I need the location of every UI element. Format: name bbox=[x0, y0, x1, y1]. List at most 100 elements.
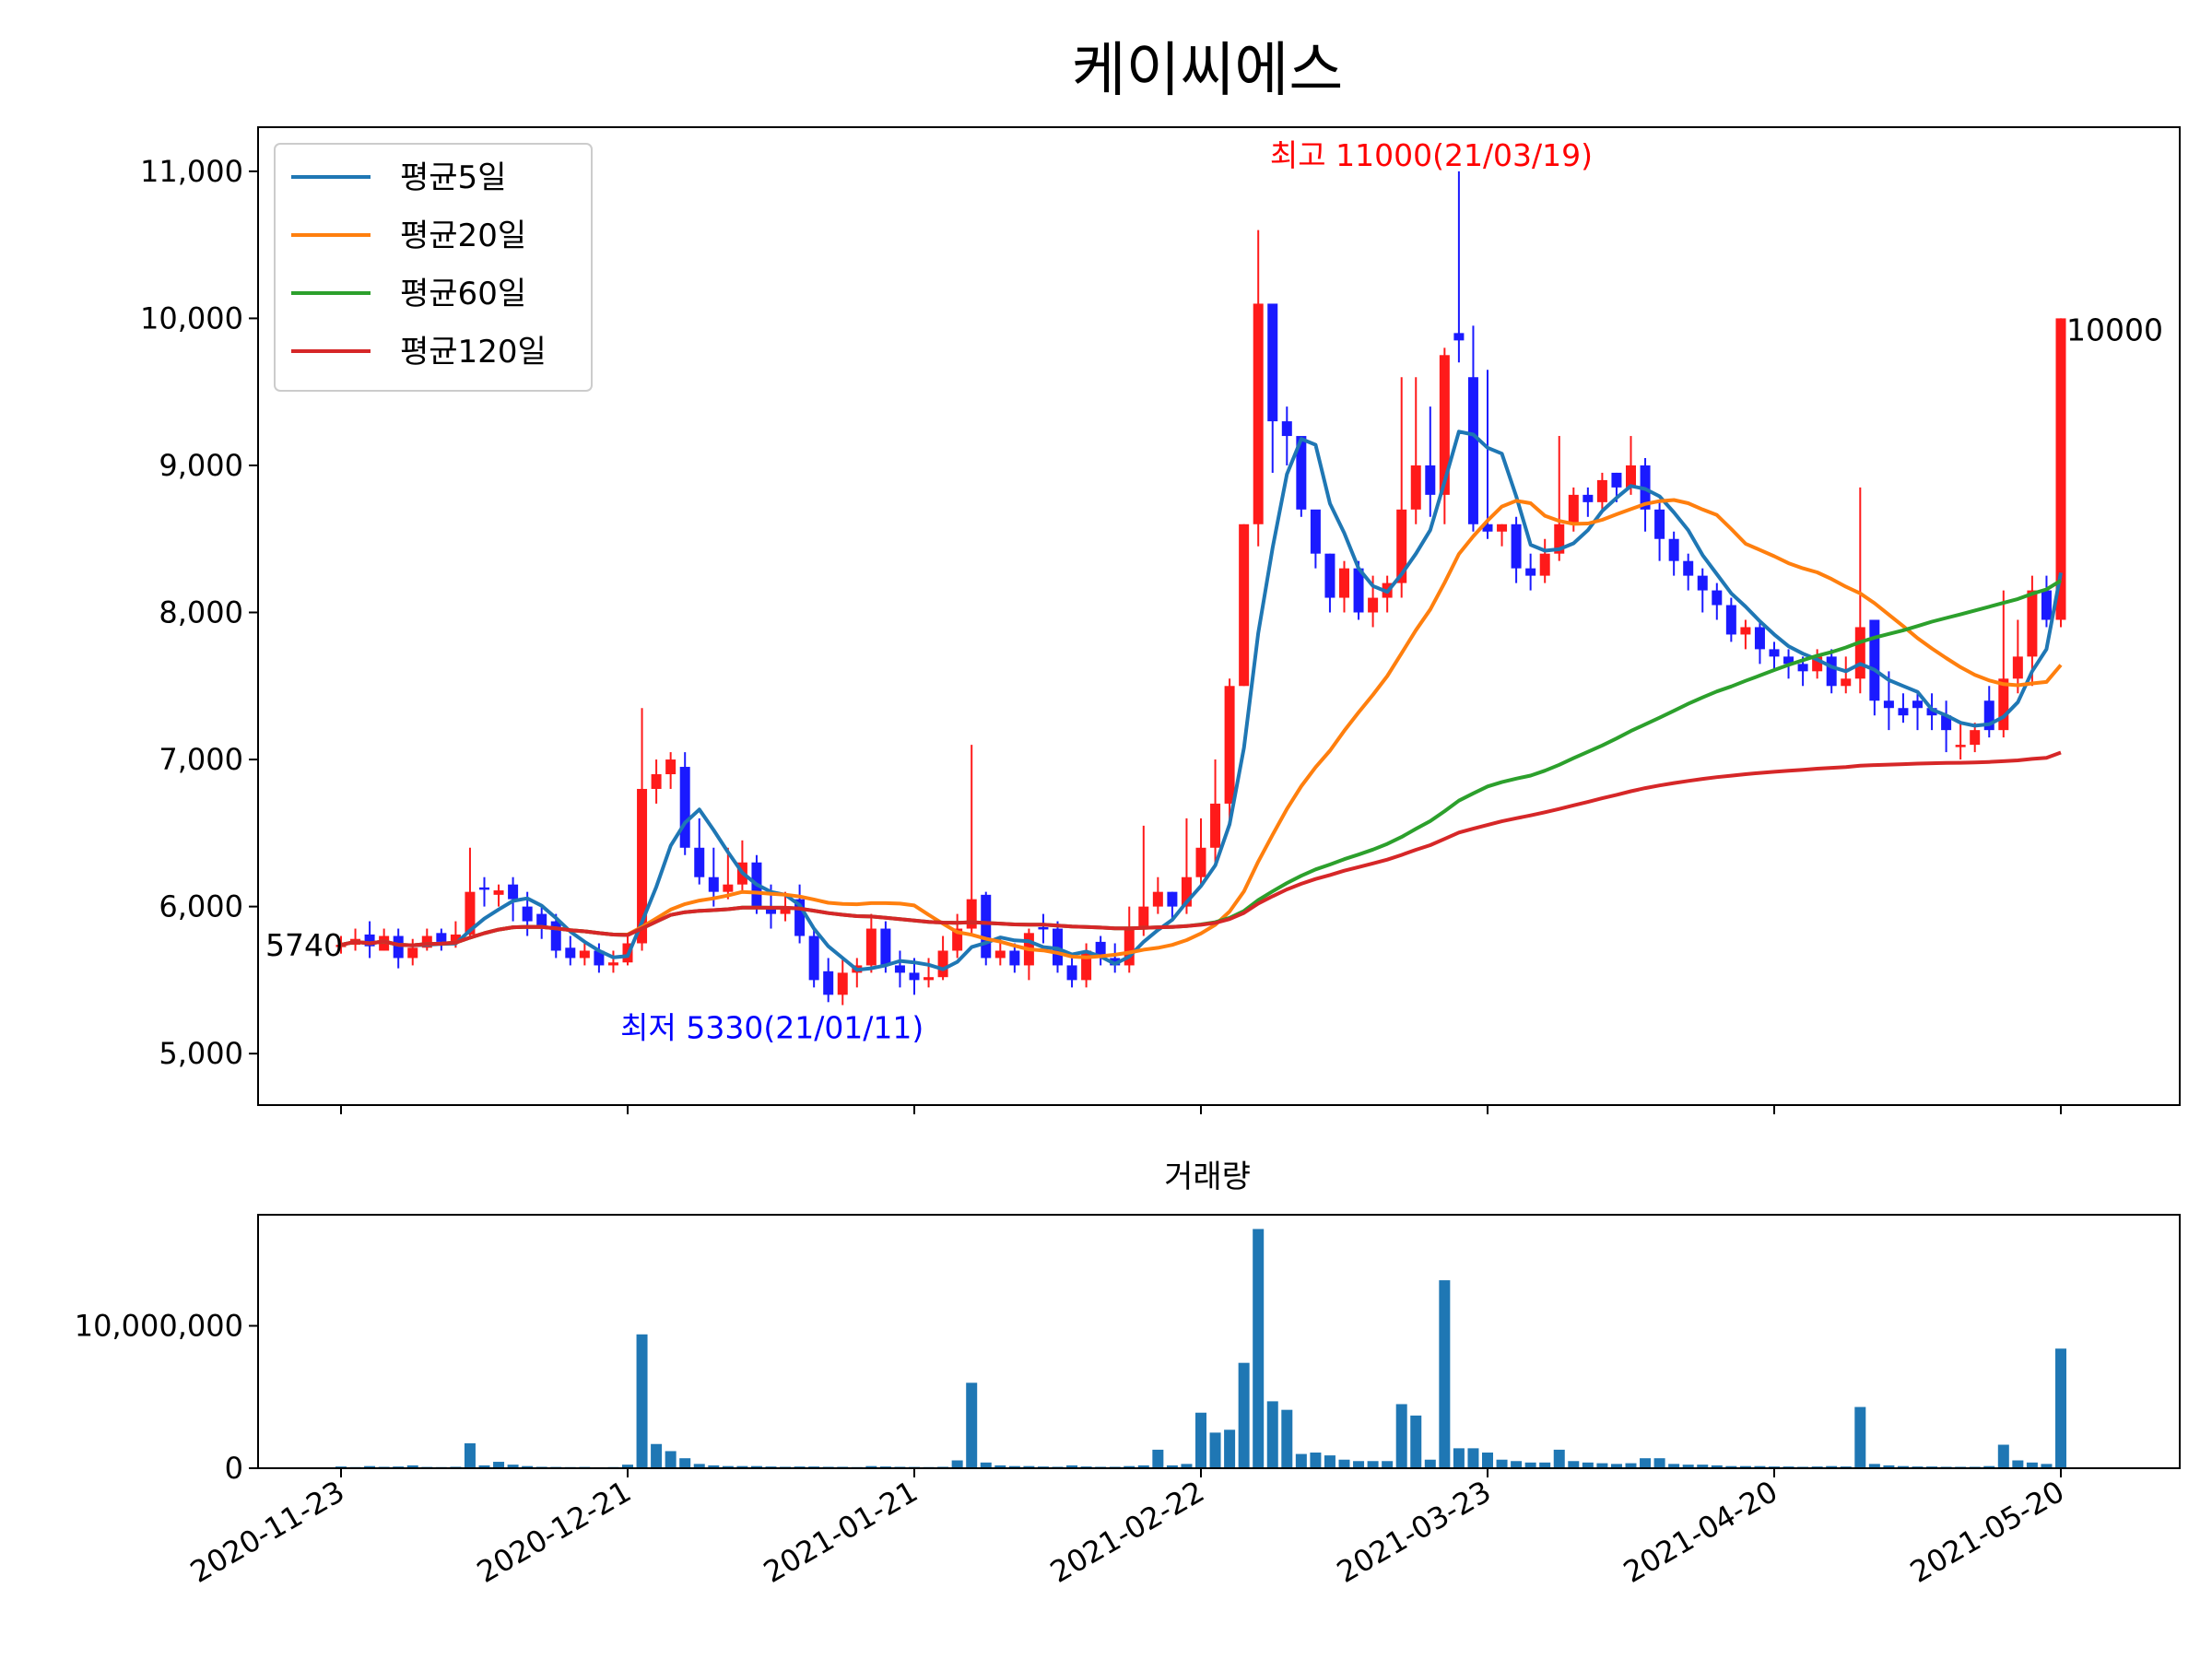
volume-bar bbox=[1209, 1432, 1221, 1468]
volume-bar bbox=[1395, 1404, 1407, 1468]
volume-bar bbox=[1195, 1412, 1206, 1468]
x-tick-label: 2021-02-22 bbox=[1044, 1474, 1210, 1590]
candle-body bbox=[1482, 524, 1493, 532]
candle-body bbox=[1038, 926, 1049, 930]
volume-bar bbox=[736, 1465, 748, 1468]
volume-bar bbox=[750, 1465, 762, 1468]
volume-bar bbox=[1367, 1461, 1379, 1468]
volume-bar bbox=[464, 1442, 476, 1468]
volume-bar bbox=[1238, 1362, 1250, 1468]
candle-body bbox=[909, 972, 920, 981]
volume-bar bbox=[1181, 1464, 1193, 1468]
candle-body bbox=[1396, 509, 1407, 583]
candle-body bbox=[1410, 465, 1421, 510]
legend: 평균5일 평균20일 평균60일 평균120일 bbox=[274, 143, 593, 392]
volume-bar bbox=[1539, 1462, 1551, 1468]
annotations: 최고 11000(21/03/19) 최저 5330(21/01/11) 574… bbox=[265, 137, 2163, 1046]
volume-bar bbox=[1295, 1453, 1307, 1468]
volume-bar bbox=[980, 1462, 992, 1468]
candle-body bbox=[1066, 965, 1077, 981]
candle-body bbox=[335, 945, 347, 947]
volume-bar bbox=[1697, 1465, 1709, 1468]
candle-body bbox=[1497, 524, 1508, 532]
candle-body bbox=[607, 962, 618, 966]
candle-body bbox=[393, 935, 404, 959]
candle-body bbox=[1983, 700, 1994, 731]
candle-body bbox=[1239, 524, 1250, 687]
volume-bar bbox=[2012, 1460, 2024, 1468]
volume-bar bbox=[1467, 1448, 1479, 1468]
candle-body bbox=[1124, 928, 1135, 966]
volume-bar bbox=[966, 1382, 978, 1468]
volume-plot-frame bbox=[257, 1214, 2181, 1469]
volume-bar bbox=[665, 1451, 677, 1468]
candle-body bbox=[2055, 318, 2066, 620]
price-tick-label: 5,000 bbox=[159, 1036, 243, 1071]
candle-body bbox=[1324, 553, 1335, 598]
volume-bar bbox=[693, 1464, 705, 1468]
candle-body bbox=[594, 950, 605, 966]
candle-body bbox=[1453, 333, 1465, 341]
candle-body bbox=[1841, 678, 1852, 687]
candle-body bbox=[924, 977, 935, 981]
volume-bar bbox=[1266, 1401, 1278, 1468]
volume-bar bbox=[1640, 1458, 1652, 1468]
candle-body bbox=[364, 934, 375, 947]
volume-bar bbox=[1983, 1465, 1995, 1468]
candle-body bbox=[1898, 708, 1909, 716]
volume-bar bbox=[651, 1443, 663, 1468]
candle-body bbox=[1697, 575, 1708, 591]
volume-bar bbox=[1453, 1448, 1465, 1468]
candle-body bbox=[1668, 538, 1679, 561]
volume-bar bbox=[1582, 1462, 1594, 1468]
candle-body bbox=[1267, 303, 1278, 422]
volume-bar bbox=[1725, 1465, 1737, 1468]
moving-averages bbox=[340, 429, 2063, 972]
volume-bar bbox=[1382, 1461, 1394, 1468]
candle-body bbox=[1783, 656, 1794, 665]
candle-body bbox=[1511, 524, 1522, 569]
volume-axis: 0 10,000,000 bbox=[75, 1309, 258, 1486]
candle-body bbox=[1195, 847, 1206, 877]
x-tick-label: 2020-12-21 bbox=[471, 1474, 637, 1590]
volume-bar bbox=[1997, 1444, 2009, 1468]
volume-bar bbox=[1883, 1465, 1895, 1468]
price-tick-label: 10,000 bbox=[140, 300, 243, 335]
price-plot-frame bbox=[257, 126, 2181, 1106]
volume-bar bbox=[1897, 1465, 1909, 1468]
volume-bar bbox=[1754, 1465, 1766, 1468]
volume-bar bbox=[1511, 1461, 1523, 1468]
candle-body bbox=[1152, 891, 1163, 907]
volume-bar bbox=[522, 1465, 534, 1468]
volume-bar bbox=[708, 1465, 720, 1468]
candle-body bbox=[1009, 950, 1020, 966]
volume-bar bbox=[1137, 1465, 1149, 1468]
price-tick-label: 11,000 bbox=[140, 154, 243, 189]
ma120-line bbox=[340, 750, 2062, 947]
x-tick-label: 2021-04-20 bbox=[1618, 1474, 1783, 1590]
candle-body bbox=[865, 928, 877, 966]
volume-bar bbox=[1439, 1280, 1451, 1468]
volume-bar bbox=[1668, 1464, 1680, 1468]
candle-body bbox=[708, 877, 719, 892]
volume-bar bbox=[722, 1465, 734, 1468]
volume-bar bbox=[1482, 1453, 1493, 1468]
volume-bar bbox=[1711, 1465, 1723, 1468]
candle-body bbox=[1368, 597, 1379, 613]
volume-bar bbox=[2026, 1462, 2038, 1468]
volume-bar bbox=[1023, 1465, 1035, 1468]
volume-bar bbox=[1625, 1463, 1637, 1468]
volume-bar bbox=[994, 1465, 1006, 1468]
volume-bar bbox=[1568, 1461, 1580, 1468]
ma5-line bbox=[340, 429, 2063, 972]
volume-bar bbox=[1166, 1465, 1178, 1468]
candles bbox=[335, 171, 2066, 1006]
volume-bar bbox=[1066, 1465, 1078, 1468]
volume-bar bbox=[1424, 1459, 1436, 1468]
candle-body bbox=[1740, 627, 1751, 635]
volume-bar bbox=[951, 1460, 963, 1468]
volume-bar bbox=[1410, 1415, 1422, 1468]
x-tick-label: 2021-03-23 bbox=[1331, 1474, 1497, 1590]
candle-body bbox=[1712, 590, 1723, 606]
volume-bar bbox=[2041, 1464, 2053, 1468]
